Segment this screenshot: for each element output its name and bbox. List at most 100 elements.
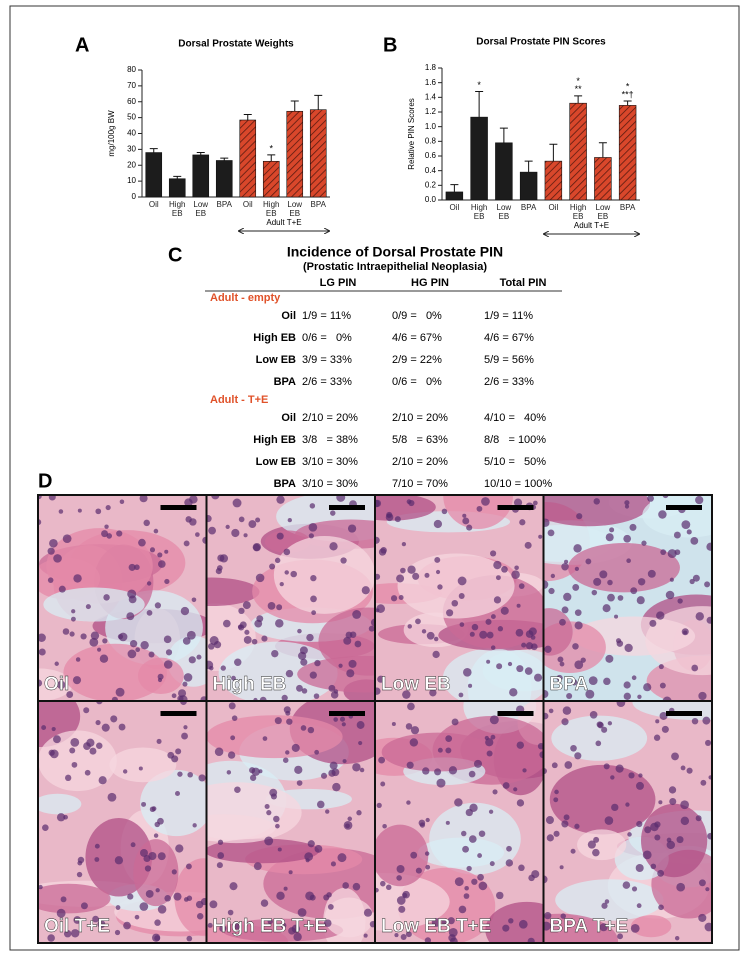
nucleus <box>398 905 406 913</box>
nucleus <box>283 548 291 556</box>
nucleus <box>38 648 46 656</box>
nucleus <box>195 532 200 537</box>
tissue-region <box>543 913 619 943</box>
nucleus <box>337 853 347 863</box>
nucleus <box>674 549 681 556</box>
nucleus <box>90 631 100 640</box>
nucleus <box>127 589 137 599</box>
nucleus <box>116 530 123 537</box>
nucleus <box>516 665 524 673</box>
nucleus <box>623 692 631 700</box>
tissue-region <box>485 901 544 943</box>
nucleus <box>644 826 652 834</box>
nucleus <box>187 771 193 778</box>
nucleus <box>208 526 216 535</box>
y-tick-label: 0.8 <box>425 136 437 145</box>
nucleus <box>406 800 411 805</box>
table-cell: 5/10 = 50% <box>484 456 546 468</box>
nucleus <box>463 893 470 899</box>
nucleus <box>202 536 207 544</box>
nucleus <box>227 909 234 916</box>
nucleus <box>551 762 558 769</box>
nucleus <box>38 633 46 642</box>
nucleus <box>183 897 189 902</box>
scale-bar <box>160 505 197 510</box>
nucleus <box>546 834 554 842</box>
y-tick-label: 1.4 <box>425 92 437 101</box>
nucleus <box>70 929 80 938</box>
nucleus <box>489 861 495 867</box>
nucleus <box>345 631 353 639</box>
nucleus <box>191 597 197 603</box>
nucleus <box>385 884 392 891</box>
nucleus <box>279 581 284 587</box>
nucleus <box>680 800 689 810</box>
bar <box>470 116 488 201</box>
nucleus <box>164 549 169 554</box>
nucleus <box>233 923 241 930</box>
nucleus <box>165 649 173 656</box>
x-tick-label: High EB <box>169 200 186 218</box>
nucleus <box>537 742 544 750</box>
nucleus <box>249 774 257 781</box>
nucleus <box>695 495 704 505</box>
nucleus <box>544 912 552 920</box>
nucleus <box>140 849 148 857</box>
bar <box>544 160 563 201</box>
nucleus <box>429 689 437 697</box>
table-cell: 2/9 = 22% <box>392 354 442 366</box>
nucleus <box>402 690 411 699</box>
tissue-region <box>133 839 179 907</box>
row-label: BPA <box>274 376 296 388</box>
nucleus <box>469 631 475 637</box>
nucleus <box>560 913 566 919</box>
micrograph-label: Oil <box>44 674 69 695</box>
tissue-region <box>221 918 344 942</box>
nucleus <box>251 638 258 645</box>
nucleus <box>164 578 170 585</box>
micrograph: Oil <box>37 494 208 702</box>
nucleus <box>425 864 431 870</box>
nucleus <box>488 809 494 814</box>
nucleus <box>305 891 315 901</box>
y-tick-label: 1.6 <box>425 78 437 87</box>
nucleus <box>183 673 193 682</box>
nucleus <box>476 505 483 512</box>
nucleus <box>447 917 455 925</box>
nucleus <box>704 922 712 932</box>
nucleus <box>336 495 346 502</box>
nucleus <box>486 750 493 757</box>
micrograph: BPA <box>542 494 713 702</box>
nucleus <box>650 863 657 870</box>
nucleus <box>496 663 503 670</box>
nucleus <box>341 722 346 727</box>
nucleus <box>114 856 124 865</box>
panel-label: A <box>75 34 89 56</box>
nucleus <box>175 844 184 853</box>
x-tick-label: High EB <box>569 203 587 221</box>
nucleus <box>705 739 712 746</box>
bar <box>594 157 612 201</box>
nucleus <box>400 567 406 574</box>
nucleus <box>660 549 667 556</box>
nucleus <box>153 833 159 838</box>
nucleus <box>182 681 188 687</box>
nucleus <box>691 664 699 672</box>
nucleus <box>554 789 559 795</box>
nucleus <box>69 747 76 754</box>
nucleus <box>243 635 252 644</box>
nucleus <box>118 723 126 731</box>
nucleus <box>348 659 357 668</box>
nucleus <box>325 809 330 814</box>
nucleus <box>182 637 191 645</box>
nucleus <box>185 863 192 870</box>
nucleus <box>154 821 160 828</box>
nucleus <box>327 904 334 910</box>
nucleus <box>209 900 218 909</box>
nucleus <box>636 903 642 909</box>
nucleus <box>332 782 341 792</box>
nucleus <box>522 768 527 773</box>
nucleus <box>80 633 87 640</box>
x-tick-label: Low EB <box>496 203 512 221</box>
nucleus <box>308 522 318 532</box>
